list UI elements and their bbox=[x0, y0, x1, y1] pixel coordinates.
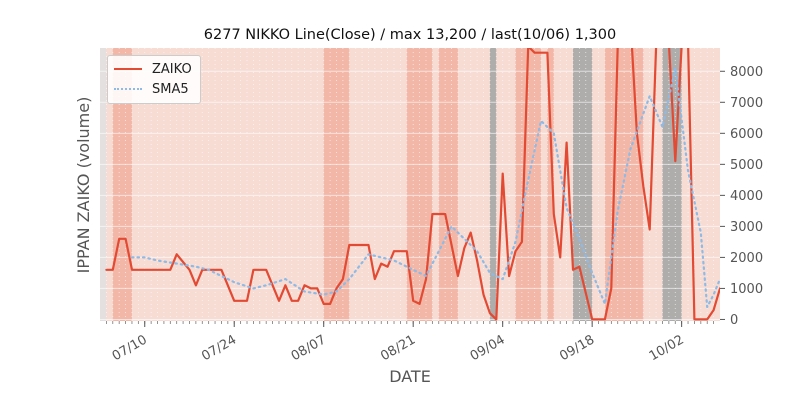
shaded-band-highlight-4 bbox=[438, 48, 458, 321]
shaded-band-highlight-1 bbox=[112, 48, 132, 321]
legend: ZAIKO SMA5 bbox=[107, 55, 201, 104]
y-axis: 0 1000 2000 3000 4000 5000 6000 7000 8000 bbox=[720, 65, 763, 328]
y-tick-label: 6000 bbox=[730, 127, 763, 142]
shaded-band-highlight-7 bbox=[547, 48, 554, 321]
x-tick-label: 07/24 bbox=[199, 332, 239, 364]
grid-lines bbox=[100, 48, 720, 321]
series-lines bbox=[105, 48, 720, 321]
y-tick-label: 8000 bbox=[730, 65, 763, 80]
legend-swatch-sma5 bbox=[114, 88, 142, 90]
y-tick-label: 7000 bbox=[730, 96, 763, 111]
x-tick-label: 08/21 bbox=[378, 332, 418, 364]
series-line-sma5 bbox=[130, 67, 720, 309]
legend-label-zaiko: ZAIKO bbox=[152, 61, 192, 77]
legend-label-sma5: SMA5 bbox=[152, 81, 189, 97]
y-tick-label: 0 bbox=[730, 313, 738, 328]
x-axis-label: DATE bbox=[389, 367, 431, 386]
x-axis: 07/10 07/24 08/07 08/21 09/04 09/18 10/02 bbox=[105, 321, 715, 364]
legend-item-zaiko: ZAIKO bbox=[114, 61, 192, 77]
shaded-band-edge-0 bbox=[100, 48, 107, 321]
y-axis-label: IPPAN ZAIKO (volume) bbox=[74, 97, 93, 274]
x-tick-label: 09/18 bbox=[557, 332, 597, 364]
series-line-zaiko bbox=[105, 48, 720, 321]
x-tick-label: 10/02 bbox=[647, 332, 687, 364]
x-tick-label: 08/07 bbox=[289, 332, 329, 364]
x-tick-label: 07/10 bbox=[110, 332, 150, 364]
y-tick-label: 4000 bbox=[730, 189, 763, 204]
legend-swatch-zaiko bbox=[114, 68, 142, 70]
shaded-band-zero-8 bbox=[572, 48, 593, 321]
legend-item-sma5: SMA5 bbox=[114, 81, 189, 97]
shaded-band-zero-5 bbox=[489, 48, 497, 321]
y-tick-label: 2000 bbox=[730, 251, 763, 266]
y-tick-label: 1000 bbox=[730, 282, 763, 297]
y-tick-label: 3000 bbox=[730, 220, 763, 235]
y-tick-label: 5000 bbox=[730, 158, 763, 173]
chart-title: 6277 NIKKO Line(Close) / max 13,200 / la… bbox=[204, 27, 616, 43]
x-tick-label: 09/04 bbox=[468, 332, 508, 364]
